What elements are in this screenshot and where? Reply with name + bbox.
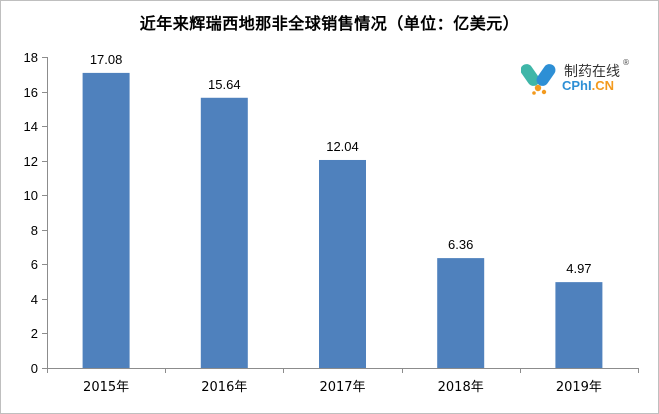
x-tick-label: 2016年: [201, 380, 247, 395]
x-tick-label: 2017年: [319, 380, 365, 395]
x-tick-label: 2015年: [83, 380, 129, 395]
axes: 0 2 4 6 8 10 12 14 16 18 2015年 2016年 2017年 2018年 2019年: [24, 50, 639, 395]
logo-name-cn: 制药在线: [564, 64, 620, 80]
y-tick-label: 0: [31, 361, 38, 376]
capsule-logo-icon: [521, 64, 556, 95]
y-tick-label: 12: [24, 154, 38, 169]
chart-title: 近年来辉瑞西地那非全球销售情况（单位：亿美元）: [139, 14, 520, 33]
cphi-logo: 制药在线 ® CPhI.CN: [521, 58, 631, 100]
bars: [82, 72, 603, 368]
y-tick-label: 2: [31, 326, 38, 341]
y-tick-label: 14: [24, 119, 38, 134]
y-tick-label: 8: [31, 223, 38, 238]
y-tick-label: 6: [31, 257, 38, 272]
logo-name-en-prefix: CPhI: [562, 78, 592, 93]
y-tick-label: 18: [24, 50, 38, 65]
x-tick-label: 2019年: [556, 380, 602, 395]
data-label: 12.04: [326, 139, 359, 154]
y-tick-label: 10: [24, 188, 38, 203]
data-label: 17.08: [90, 52, 123, 67]
data-label: 4.97: [566, 261, 591, 276]
logo-name-en: CPhI.CN: [562, 78, 614, 93]
y-tick-label: 4: [31, 292, 38, 307]
bar: [319, 159, 366, 368]
bar: [82, 72, 130, 368]
registered-mark: ®: [622, 58, 630, 67]
data-label: 15.64: [208, 77, 241, 92]
data-labels: 17.08 15.64 12.04 6.36 4.97: [90, 52, 592, 276]
bar: [200, 97, 248, 368]
y-tick-label: 16: [24, 85, 38, 100]
logo-name-en-suffix: .CN: [591, 78, 615, 93]
x-tick-label: 2018年: [438, 380, 484, 395]
bar: [555, 282, 603, 368]
bar: [437, 258, 485, 368]
data-label: 6.36: [448, 237, 473, 252]
